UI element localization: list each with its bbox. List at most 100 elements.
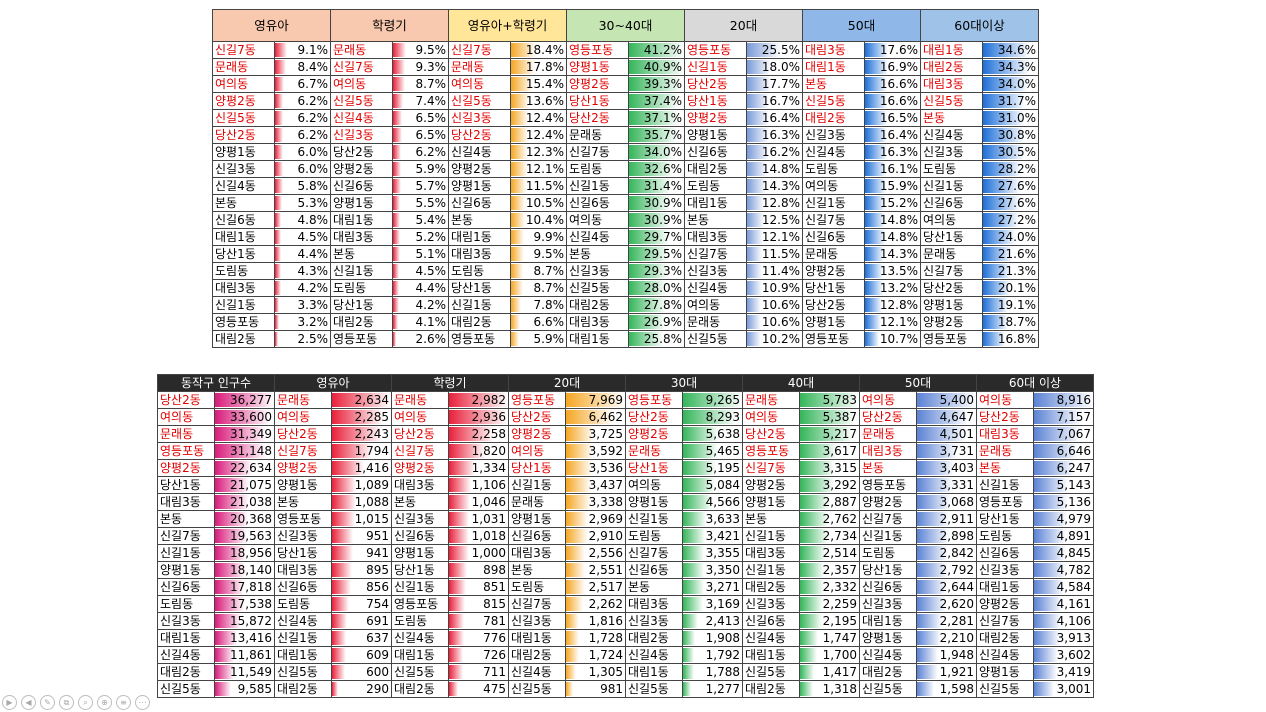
dong-name-cell: 신길3동 bbox=[508, 612, 566, 630]
value-cell: 2,262 bbox=[565, 595, 626, 613]
value-cell: 4.3% bbox=[274, 262, 331, 280]
value-cell: 4.2% bbox=[274, 279, 331, 297]
population-count-table: 동작구 인구수 영유아 학령기 20대 30대 40대 50대 60대 이상 당산2동 36,2… bbox=[157, 374, 1094, 698]
data-bar bbox=[800, 478, 834, 492]
data-bar bbox=[449, 512, 470, 526]
data-bar bbox=[393, 213, 401, 227]
value-text: 7.8% bbox=[533, 298, 565, 312]
subtitle-icon[interactable]: ≡ bbox=[116, 695, 131, 710]
data-bar bbox=[1034, 512, 1067, 526]
dong-name-cell: 대림1동 bbox=[448, 228, 511, 246]
dong-name-cell: 당산1동 bbox=[976, 510, 1034, 528]
value-cell: 2,258 bbox=[448, 425, 509, 443]
value-text: 6.5% bbox=[415, 128, 447, 142]
value-text: 3.3% bbox=[297, 298, 329, 312]
data-bar bbox=[566, 665, 576, 679]
play-icon[interactable]: ▶ bbox=[2, 695, 17, 710]
data-bar bbox=[747, 60, 772, 74]
value-cell: 7,969 bbox=[565, 391, 626, 409]
value-text: 2,982 bbox=[471, 393, 506, 407]
dong-name-cell: 대림2동 bbox=[391, 680, 449, 698]
dong-name-cell: 영등포동 bbox=[508, 391, 566, 409]
value-cell: 9.9% bbox=[510, 228, 567, 246]
data-bar bbox=[449, 563, 467, 577]
dong-name-cell: 여의동 bbox=[625, 476, 683, 494]
data-bar bbox=[215, 597, 244, 611]
data-bar bbox=[449, 410, 508, 424]
value-cell: 18.7% bbox=[982, 313, 1039, 331]
data-bar bbox=[800, 393, 859, 407]
value-text: 3,331 bbox=[939, 478, 974, 492]
value-text: 32.6% bbox=[643, 162, 682, 176]
value-cell: 21,075 bbox=[214, 476, 275, 494]
value-text: 14.3% bbox=[879, 247, 918, 261]
table-row: 신길5동 9,585 대림2동 290 대림2동 475 신길5동 981 신길5동 1,277 대… bbox=[157, 680, 1094, 698]
value-cell: 18,140 bbox=[214, 561, 275, 579]
value-text: 600 bbox=[366, 665, 389, 679]
value-text: 30.9% bbox=[643, 196, 682, 210]
value-cell: 16.8% bbox=[982, 330, 1039, 348]
value-text: 776 bbox=[483, 631, 506, 645]
dong-name-cell: 문래동 bbox=[274, 391, 332, 409]
data-bar bbox=[629, 332, 664, 346]
value-cell: 28.2% bbox=[982, 160, 1039, 178]
value-cell: 691 bbox=[331, 612, 392, 630]
search-icon[interactable]: ⌕ bbox=[78, 695, 93, 710]
more-icon[interactable]: ⋯ bbox=[135, 695, 150, 710]
value-cell: 2,969 bbox=[565, 510, 626, 528]
back-icon[interactable]: ◀ bbox=[21, 695, 36, 710]
value-cell: 30.9% bbox=[628, 194, 685, 212]
data-bar bbox=[747, 77, 771, 91]
value-text: 10.4% bbox=[525, 213, 564, 227]
value-text: 17,538 bbox=[230, 597, 272, 611]
value-cell: 3,592 bbox=[565, 442, 626, 460]
data-bar bbox=[393, 145, 402, 159]
data-bar bbox=[983, 230, 1016, 244]
value-text: 3,350 bbox=[705, 563, 740, 577]
value-text: 4,161 bbox=[1056, 597, 1091, 611]
value-cell: 290 bbox=[331, 680, 392, 698]
value-cell: 4,161 bbox=[1033, 595, 1094, 613]
value-text: 2,243 bbox=[354, 427, 389, 441]
value-cell: 5,217 bbox=[799, 425, 860, 443]
value-cell: 17.8% bbox=[510, 58, 567, 76]
dong-name-cell: 여의동 bbox=[448, 75, 511, 93]
data-bar bbox=[393, 162, 401, 176]
value-cell: 5.4% bbox=[392, 211, 449, 229]
data-bar bbox=[800, 631, 818, 645]
dong-name-cell: 도림동 bbox=[330, 279, 393, 297]
dong-name-cell: 본동 bbox=[391, 493, 449, 511]
value-text: 16.4% bbox=[879, 128, 918, 142]
value-cell: 2,357 bbox=[799, 561, 860, 579]
value-text: 14.8% bbox=[879, 230, 918, 244]
value-cell: 4,566 bbox=[682, 493, 743, 511]
data-bar bbox=[917, 393, 976, 407]
value-text: 22,634 bbox=[230, 461, 272, 475]
data-bar bbox=[332, 495, 357, 509]
data-bar bbox=[865, 213, 885, 227]
data-bar bbox=[1034, 597, 1062, 611]
zoom-icon[interactable]: ⊕ bbox=[97, 695, 112, 710]
data-bar bbox=[332, 529, 354, 543]
value-cell: 12.5% bbox=[746, 211, 803, 229]
value-cell: 12.8% bbox=[746, 194, 803, 212]
dong-name-cell: 대림3동 bbox=[802, 41, 865, 59]
dong-name-cell: 신길4동 bbox=[976, 646, 1034, 664]
data-bar bbox=[1034, 682, 1054, 696]
value-cell: 8.4% bbox=[274, 58, 331, 76]
data-bar bbox=[566, 461, 593, 475]
value-cell: 2,281 bbox=[916, 612, 977, 630]
pen-icon[interactable]: ✎ bbox=[40, 695, 55, 710]
dong-name-cell: 당산1동 bbox=[157, 476, 215, 494]
value-text: 5,638 bbox=[705, 427, 740, 441]
value-text: 2,262 bbox=[588, 597, 623, 611]
value-cell: 14.8% bbox=[746, 160, 803, 178]
value-text: 30.5% bbox=[997, 145, 1036, 159]
dong-name-cell: 당산2동 bbox=[802, 296, 865, 314]
data-bar bbox=[332, 648, 346, 662]
data-bar bbox=[275, 111, 284, 125]
value-cell: 6.5% bbox=[392, 126, 449, 144]
value-text: 5.5% bbox=[415, 196, 447, 210]
value-cell: 781 bbox=[448, 612, 509, 630]
copy-icon[interactable]: ⧉ bbox=[59, 695, 74, 710]
